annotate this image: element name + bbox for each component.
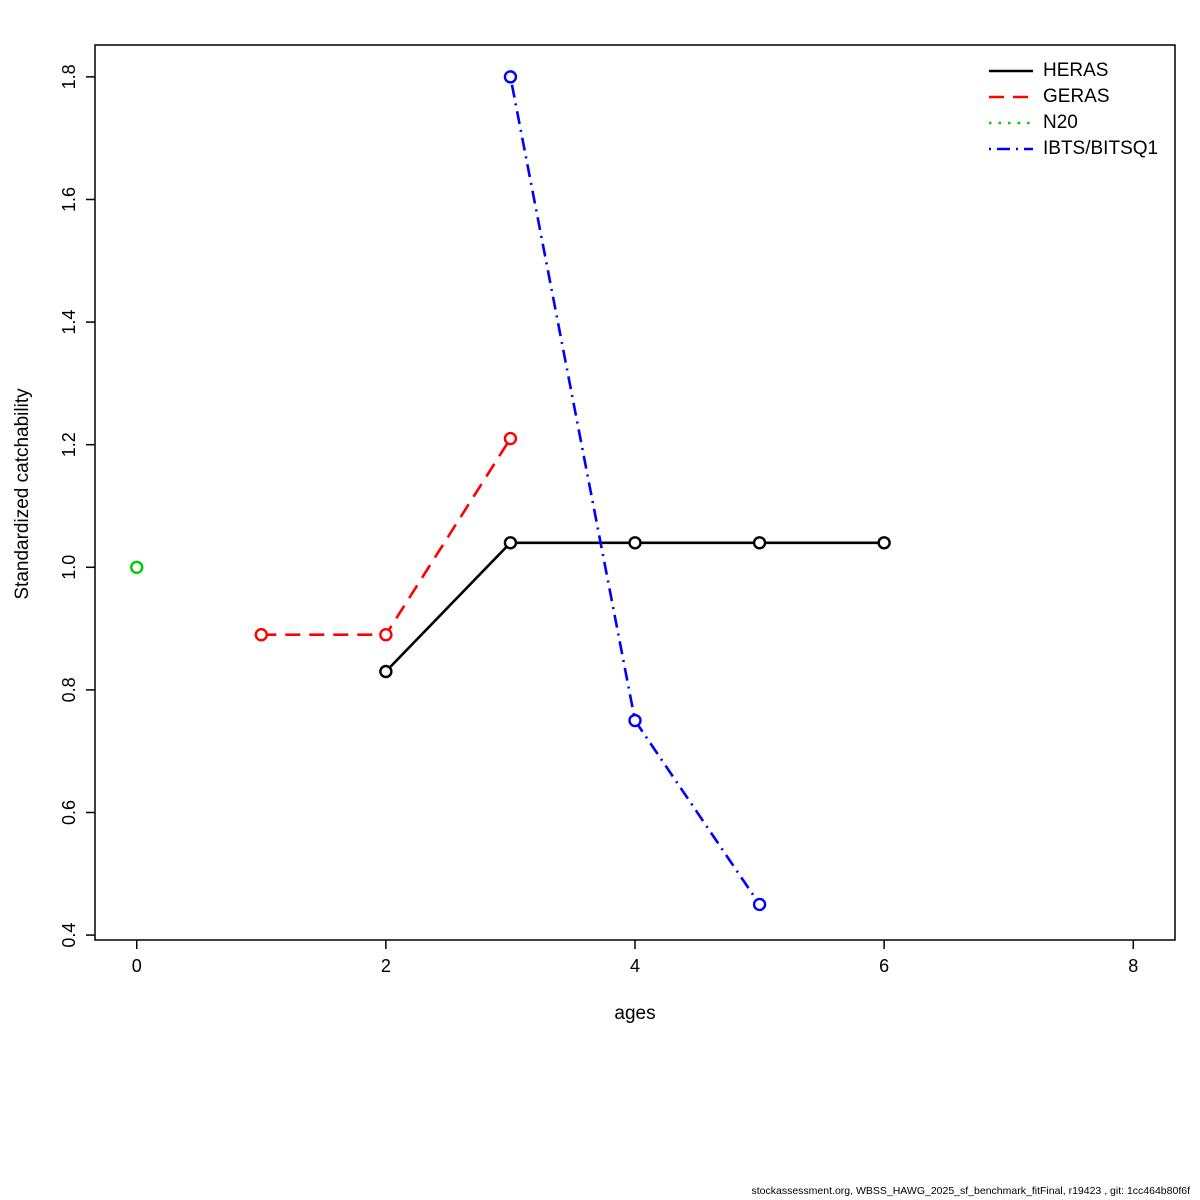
legend-label: GERAS <box>1043 86 1110 107</box>
plot-border <box>94 44 1176 941</box>
data-point-heras <box>628 536 642 550</box>
data-point-ibts-bitsq1 <box>628 713 642 728</box>
legend-line-sample <box>989 69 1033 73</box>
data-point-ibts-bitsq1 <box>503 70 518 84</box>
y-tick-label: 0.6 <box>59 800 79 825</box>
legend-label: HERAS <box>1043 60 1109 81</box>
legend-entry: HERAS <box>988 60 1158 82</box>
y-tick-label: 0.8 <box>59 677 79 702</box>
legend-line-sample <box>989 147 1033 151</box>
data-point-heras <box>877 536 891 550</box>
data-point-geras <box>379 628 393 642</box>
data-point-heras <box>503 536 518 550</box>
data-point-heras <box>379 664 393 679</box>
series-line-ibts-bitsq1 <box>509 76 761 906</box>
legend-line-sample <box>989 95 1033 99</box>
y-tick-label: 0.4 <box>59 923 79 948</box>
data-point-heras <box>752 536 767 550</box>
x-tick-label: 2 <box>381 956 391 976</box>
x-axis-label: ages <box>614 1003 656 1024</box>
legend-line-sample <box>989 121 1033 125</box>
legend-label: IBTS/BITSQ1 <box>1043 138 1159 159</box>
legend-entry: GERAS <box>988 86 1158 108</box>
x-tick-label: 6 <box>879 956 889 976</box>
data-point-geras <box>254 628 268 642</box>
y-tick-label: 1.8 <box>59 64 79 89</box>
x-tick-label: 8 <box>1128 956 1138 976</box>
y-axis-label: Standardized catchability <box>12 388 33 600</box>
legend-entry: IBTS/BITSQ1 <box>988 138 1158 160</box>
data-point-geras <box>503 431 518 446</box>
y-tick-label: 1.0 <box>59 555 79 580</box>
x-tick-label: 0 <box>132 956 142 976</box>
series-line-heras <box>384 541 885 673</box>
legend: HERAS GERAS N20 IBTS/BITSQ1 <box>988 60 1158 160</box>
y-tick-label: 1.6 <box>59 187 79 212</box>
y-tick-label: 1.4 <box>59 310 79 335</box>
data-point-ibts-bitsq1 <box>752 897 767 912</box>
legend-entry: N20 <box>988 112 1158 134</box>
legend-label: N20 <box>1043 112 1078 133</box>
x-tick-label: 4 <box>630 956 640 976</box>
y-tick-label: 1.2 <box>59 432 79 457</box>
footer-text: stockassessment.org, WBSS_HAWG_2025_sf_b… <box>751 1185 1191 1197</box>
series-line-geras <box>261 437 512 637</box>
data-point-n20 <box>130 560 144 574</box>
